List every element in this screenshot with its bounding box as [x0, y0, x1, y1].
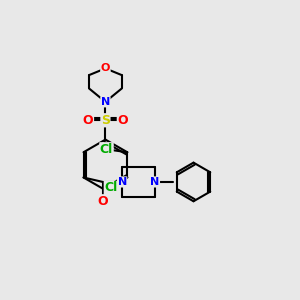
Text: O: O [101, 63, 110, 74]
Text: N: N [150, 177, 160, 187]
Text: N: N [101, 97, 110, 107]
Text: N: N [118, 177, 127, 187]
Text: O: O [98, 195, 108, 208]
Text: S: S [101, 114, 110, 127]
Text: O: O [83, 114, 94, 127]
Text: Cl: Cl [100, 143, 113, 156]
Text: Cl: Cl [104, 182, 118, 194]
Text: O: O [117, 114, 128, 127]
